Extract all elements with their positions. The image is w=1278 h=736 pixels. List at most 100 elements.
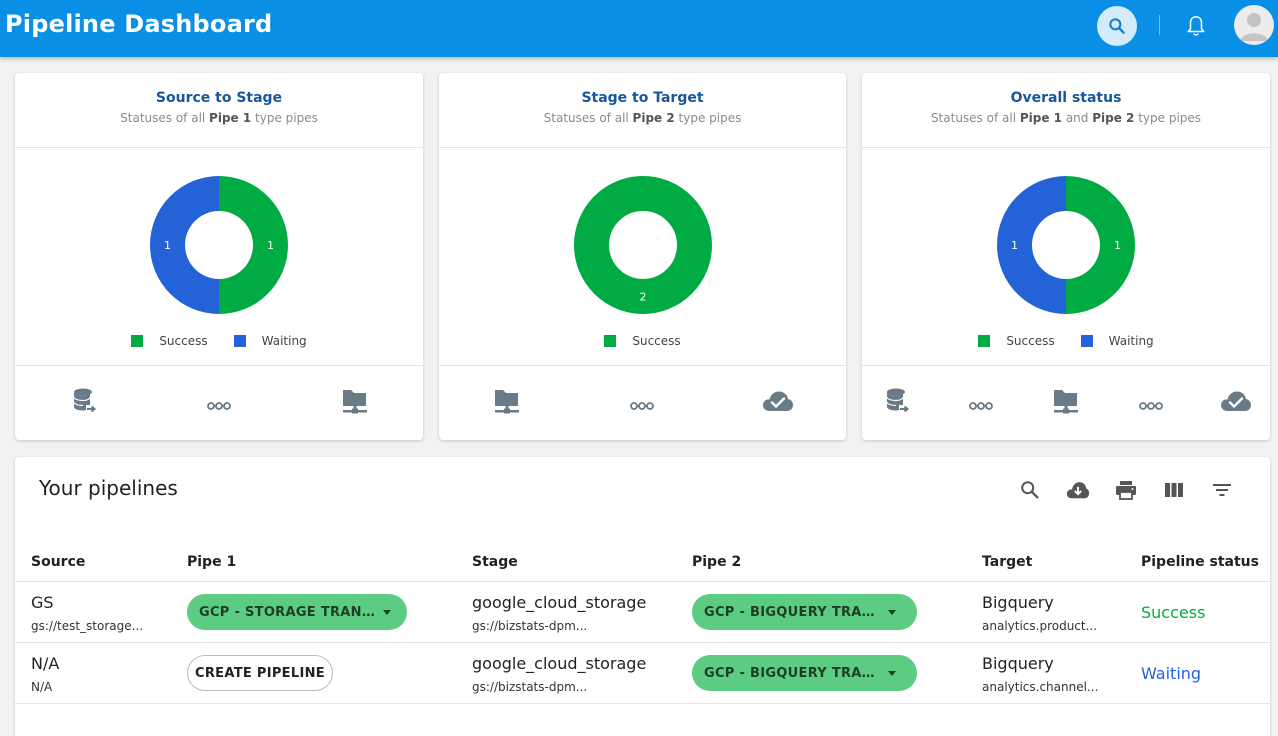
card-subtitle: Statuses of all Pipe 2 type pipes	[439, 111, 846, 125]
cloud-check-icon[interactable]	[1220, 390, 1252, 416]
database-transfer-icon[interactable]	[72, 387, 98, 419]
source-path: N/A	[31, 680, 53, 694]
notifications-button[interactable]	[1184, 13, 1208, 39]
cloud-check-icon[interactable]	[762, 390, 794, 416]
search-icon	[1021, 481, 1039, 499]
table-search-button[interactable]	[1018, 478, 1042, 502]
legend-label: Success	[159, 334, 208, 348]
subtitle-text: type pipes	[251, 111, 318, 125]
donut-chart: 11	[997, 176, 1135, 314]
target-path: analytics.product...	[982, 619, 1098, 633]
pipelines-title: Your pipelines	[39, 476, 178, 500]
card-title: Overall status	[1010, 90, 1122, 106]
legend-swatch	[978, 335, 991, 347]
row-divider	[15, 703, 1270, 704]
donut-data-label: 1	[267, 239, 274, 252]
legend-item-waiting[interactable]: Waiting	[233, 334, 307, 348]
donut-data-label: 1	[1011, 239, 1018, 252]
card-header: Overall status Statuses of all Pipe 1 an…	[862, 73, 1270, 148]
legend-label: Success	[1006, 334, 1055, 348]
pipeline-status[interactable]: Waiting	[1141, 664, 1202, 683]
search-icon	[1109, 18, 1125, 34]
row-divider	[15, 642, 1270, 643]
legend-swatch	[233, 335, 246, 347]
source-name: GS	[31, 593, 54, 612]
pipe2-label: GCP - BIGQUERY TRANSFER...	[704, 604, 882, 620]
pipe2-dropdown[interactable]: GCP - BIGQUERY TRANSFER...	[692, 594, 917, 630]
subtitle-pipe: Pipe 2	[632, 111, 675, 125]
bell-icon	[1187, 16, 1205, 36]
column-header-status[interactable]: Pipeline status	[1141, 554, 1259, 570]
card-icon-row	[15, 366, 423, 439]
stage-name: google_cloud_storage	[472, 654, 647, 673]
appbar-divider	[1159, 15, 1160, 35]
create-pipeline-button[interactable]: CREATE PIPELINE	[187, 655, 333, 691]
source-path: gs://test_storage...	[31, 619, 144, 633]
column-header-pipe1[interactable]: Pipe 1	[187, 554, 237, 570]
donut-data-label: 2	[639, 291, 646, 304]
pipe-connector-icon[interactable]	[207, 396, 231, 415]
legend-swatch	[131, 335, 144, 347]
legend-label: Success	[632, 334, 681, 348]
donut-slice-waiting[interactable]	[997, 176, 1066, 314]
folder-network-icon[interactable]	[1053, 387, 1079, 419]
header-divider	[15, 581, 1270, 582]
legend-item-success[interactable]: Success	[131, 334, 208, 348]
donut-chart: 11	[150, 176, 288, 314]
chart-legend: Success	[439, 334, 846, 348]
pipe2-dropdown[interactable]: GCP - BIGQUERY TRANSFER...	[692, 655, 917, 691]
download-button[interactable]	[1066, 478, 1090, 502]
donut-slice-success[interactable]	[219, 176, 288, 314]
pipe-connector-icon[interactable]	[630, 396, 654, 415]
legend-item-waiting[interactable]: Waiting	[1080, 334, 1154, 348]
column-header-source[interactable]: Source	[31, 554, 86, 570]
column-header-stage[interactable]: Stage	[472, 554, 518, 570]
card-overall-status: Overall status Statuses of all Pipe 1 an…	[862, 73, 1270, 440]
donut-slice-success[interactable]	[573, 176, 712, 314]
folder-network-icon[interactable]	[494, 387, 520, 419]
donut-slice-success[interactable]	[1066, 176, 1135, 314]
column-header-target[interactable]: Target	[982, 554, 1033, 570]
donut-data-label: 1	[1114, 239, 1121, 252]
pipelines-panel: Your pipelines Source Pipe 1 Stage Pipe …	[15, 457, 1270, 736]
card-icon-row	[862, 366, 1270, 439]
column-header-pipe2[interactable]: Pipe 2	[692, 554, 742, 570]
legend-item-success[interactable]: Success	[978, 334, 1055, 348]
card-subtitle: Statuses of all Pipe 1 type pipes	[15, 111, 423, 125]
pipe-connector-icon[interactable]	[1139, 396, 1163, 415]
donut-slice-waiting[interactable]	[150, 176, 219, 314]
subtitle-text: and	[1062, 111, 1093, 125]
card-header: Stage to Target Statuses of all Pipe 2 t…	[439, 73, 846, 148]
cloud-download-icon	[1066, 482, 1090, 499]
target-name: Bigquery	[982, 593, 1054, 612]
view-columns-icon	[1165, 483, 1183, 497]
pipe1-label: GCP - STORAGE TRANSFER ...	[199, 604, 377, 620]
database-transfer-icon[interactable]	[885, 387, 911, 419]
chevron-down-icon	[383, 609, 391, 615]
legend-swatch	[1080, 335, 1093, 347]
columns-button[interactable]	[1162, 478, 1186, 502]
subtitle-pipe: Pipe 1	[1019, 111, 1063, 125]
pipe2-label: GCP - BIGQUERY TRANSFER...	[704, 665, 882, 681]
user-avatar-icon	[1240, 13, 1268, 41]
page-title: Pipeline Dashboard	[5, 10, 273, 38]
donut-chart: 2	[573, 176, 712, 314]
chart-legend: Success Waiting	[15, 334, 423, 348]
user-avatar-button[interactable]	[1234, 5, 1274, 45]
print-icon	[1116, 481, 1136, 500]
pipe1-dropdown[interactable]: GCP - STORAGE TRANSFER ...	[187, 594, 407, 630]
app-bar: Pipeline Dashboard	[0, 0, 1278, 57]
target-path: analytics.channel...	[982, 680, 1099, 694]
pipe-connector-icon[interactable]	[969, 396, 993, 415]
legend-item-success[interactable]: Success	[604, 334, 681, 348]
search-button[interactable]	[1097, 6, 1137, 46]
print-button[interactable]	[1114, 478, 1138, 502]
folder-network-icon[interactable]	[342, 387, 368, 419]
filter-button[interactable]	[1210, 478, 1234, 502]
filter-icon	[1213, 484, 1231, 496]
chart-legend: Success Waiting	[862, 334, 1270, 348]
card-stage-to-target: Stage to Target Statuses of all Pipe 2 t…	[439, 73, 846, 440]
legend-swatch	[604, 335, 617, 347]
